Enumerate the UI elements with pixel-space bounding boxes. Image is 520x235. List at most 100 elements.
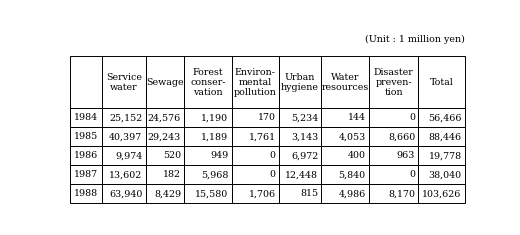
Bar xyxy=(146,56,184,109)
Text: 8,660: 8,660 xyxy=(388,133,415,141)
Text: 0: 0 xyxy=(409,114,415,122)
Bar xyxy=(279,165,321,184)
Bar xyxy=(419,146,465,165)
Text: 815: 815 xyxy=(300,189,318,198)
Bar xyxy=(279,184,321,203)
Text: 9,974: 9,974 xyxy=(115,151,142,161)
Text: 0: 0 xyxy=(270,170,276,179)
Bar xyxy=(146,109,184,127)
Bar xyxy=(279,56,321,109)
Text: 5,840: 5,840 xyxy=(339,170,366,179)
Bar xyxy=(231,127,279,146)
Bar xyxy=(321,146,369,165)
Bar xyxy=(102,165,146,184)
Text: 182: 182 xyxy=(163,170,181,179)
Bar xyxy=(279,109,321,127)
Text: 25,152: 25,152 xyxy=(109,114,142,122)
Text: 1985: 1985 xyxy=(74,133,98,141)
Text: 40,397: 40,397 xyxy=(109,133,142,141)
Bar xyxy=(184,146,231,165)
Text: 0: 0 xyxy=(270,151,276,161)
Bar xyxy=(419,184,465,203)
Bar xyxy=(231,184,279,203)
Text: Water
resources: Water resources xyxy=(321,73,369,92)
Bar xyxy=(184,165,231,184)
Text: 5,234: 5,234 xyxy=(291,114,318,122)
Text: 38,040: 38,040 xyxy=(428,170,462,179)
Text: 8,429: 8,429 xyxy=(154,189,181,198)
Bar xyxy=(184,109,231,127)
Text: 63,940: 63,940 xyxy=(109,189,142,198)
Text: 88,446: 88,446 xyxy=(428,133,462,141)
Text: 144: 144 xyxy=(347,114,366,122)
Bar xyxy=(231,146,279,165)
Text: Forest
conser-
vation: Forest conser- vation xyxy=(190,68,226,97)
Bar xyxy=(102,109,146,127)
Text: Disaster
preven-
tion: Disaster preven- tion xyxy=(374,68,413,97)
Bar xyxy=(321,165,369,184)
Bar xyxy=(146,146,184,165)
Bar xyxy=(419,109,465,127)
Bar xyxy=(321,56,369,109)
Bar xyxy=(102,127,146,146)
Bar xyxy=(369,146,419,165)
Text: 3,143: 3,143 xyxy=(291,133,318,141)
Text: Environ-
mental
pollution: Environ- mental pollution xyxy=(234,68,277,97)
Bar xyxy=(146,184,184,203)
Bar xyxy=(369,127,419,146)
Bar xyxy=(146,127,184,146)
Text: 1986: 1986 xyxy=(74,151,98,161)
Text: 19,778: 19,778 xyxy=(428,151,462,161)
Text: 170: 170 xyxy=(258,114,276,122)
Text: 29,243: 29,243 xyxy=(148,133,181,141)
Text: 949: 949 xyxy=(210,151,228,161)
Bar xyxy=(146,165,184,184)
Text: 13,602: 13,602 xyxy=(109,170,142,179)
Text: 1,190: 1,190 xyxy=(201,114,228,122)
Bar xyxy=(70,146,102,165)
Bar xyxy=(231,56,279,109)
Text: Sewage: Sewage xyxy=(146,78,184,87)
Text: 4,986: 4,986 xyxy=(339,189,366,198)
Text: 8,170: 8,170 xyxy=(388,189,415,198)
Text: 400: 400 xyxy=(347,151,366,161)
Bar xyxy=(419,56,465,109)
Text: 1984: 1984 xyxy=(74,114,98,122)
Text: 24,576: 24,576 xyxy=(148,114,181,122)
Bar xyxy=(70,109,102,127)
Text: 1,189: 1,189 xyxy=(201,133,228,141)
Bar xyxy=(184,184,231,203)
Text: 15,580: 15,580 xyxy=(195,189,228,198)
Bar xyxy=(70,127,102,146)
Bar xyxy=(102,56,146,109)
Bar xyxy=(321,184,369,203)
Text: 103,626: 103,626 xyxy=(422,189,462,198)
Text: Service
water: Service water xyxy=(106,73,142,92)
Bar xyxy=(279,146,321,165)
Bar xyxy=(70,184,102,203)
Bar xyxy=(70,56,102,109)
Text: Total: Total xyxy=(430,78,453,87)
Bar xyxy=(369,165,419,184)
Bar xyxy=(184,127,231,146)
Text: 1,706: 1,706 xyxy=(249,189,276,198)
Text: 5,968: 5,968 xyxy=(201,170,228,179)
Bar xyxy=(369,184,419,203)
Text: 6,972: 6,972 xyxy=(291,151,318,161)
Bar xyxy=(184,56,231,109)
Bar xyxy=(369,109,419,127)
Bar xyxy=(419,165,465,184)
Bar xyxy=(231,165,279,184)
Bar xyxy=(70,165,102,184)
Text: 1987: 1987 xyxy=(74,170,98,179)
Text: 56,466: 56,466 xyxy=(428,114,462,122)
Text: 1988: 1988 xyxy=(74,189,98,198)
Bar xyxy=(369,56,419,109)
Text: 12,448: 12,448 xyxy=(285,170,318,179)
Text: 963: 963 xyxy=(397,151,415,161)
Bar xyxy=(102,184,146,203)
Bar xyxy=(231,109,279,127)
Text: 4,053: 4,053 xyxy=(339,133,366,141)
Bar xyxy=(321,127,369,146)
Text: (Unit : 1 million yen): (Unit : 1 million yen) xyxy=(365,35,465,44)
